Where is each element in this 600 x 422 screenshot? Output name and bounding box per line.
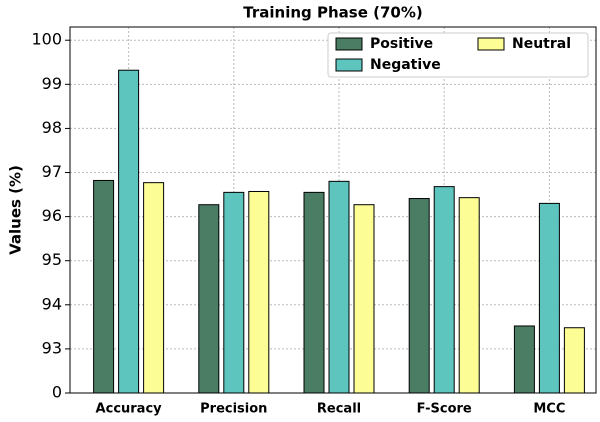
x-tick-label: MCC <box>533 402 565 417</box>
bar <box>458 197 480 394</box>
y-tick-label: 97 <box>42 162 62 181</box>
legend-swatch <box>335 37 363 51</box>
legend-swatch <box>477 37 505 51</box>
bar <box>433 186 455 394</box>
y-tick-label: 95 <box>42 250 62 269</box>
bar <box>563 327 585 394</box>
legend-box <box>327 32 589 78</box>
legend-label: Negative <box>370 57 441 73</box>
bar <box>143 182 165 394</box>
bar <box>328 180 350 394</box>
legend-label: Positive <box>370 36 433 52</box>
bar <box>248 190 270 394</box>
plot-frame <box>69 26 597 394</box>
y-tick-label: 100 <box>31 30 62 49</box>
bar <box>198 204 220 394</box>
x-tick-label: Precision <box>200 402 267 417</box>
bar <box>93 179 115 394</box>
y-axis-label: Values (%) <box>7 165 25 255</box>
bar <box>118 69 140 394</box>
y-tick-label: 93 <box>42 338 62 357</box>
x-tick-label: Recall <box>317 402 361 417</box>
y-tick-label: 98 <box>42 118 62 137</box>
x-tick-label: Accuracy <box>96 402 163 417</box>
bar <box>538 202 560 394</box>
y-tick-label: 0 <box>52 383 62 402</box>
bar <box>303 191 325 394</box>
bar <box>353 204 375 394</box>
legend-label: Neutral <box>512 36 571 52</box>
bar <box>408 198 430 394</box>
bar <box>223 191 245 394</box>
x-tick-label: F-Score <box>417 402 472 417</box>
chart-title: Training Phase (70%) <box>243 4 422 22</box>
y-tick-label: 96 <box>42 206 62 225</box>
y-tick-label: 99 <box>42 74 62 93</box>
legend-swatch <box>335 58 363 72</box>
bar <box>513 325 535 394</box>
y-tick-label: 94 <box>42 294 62 313</box>
